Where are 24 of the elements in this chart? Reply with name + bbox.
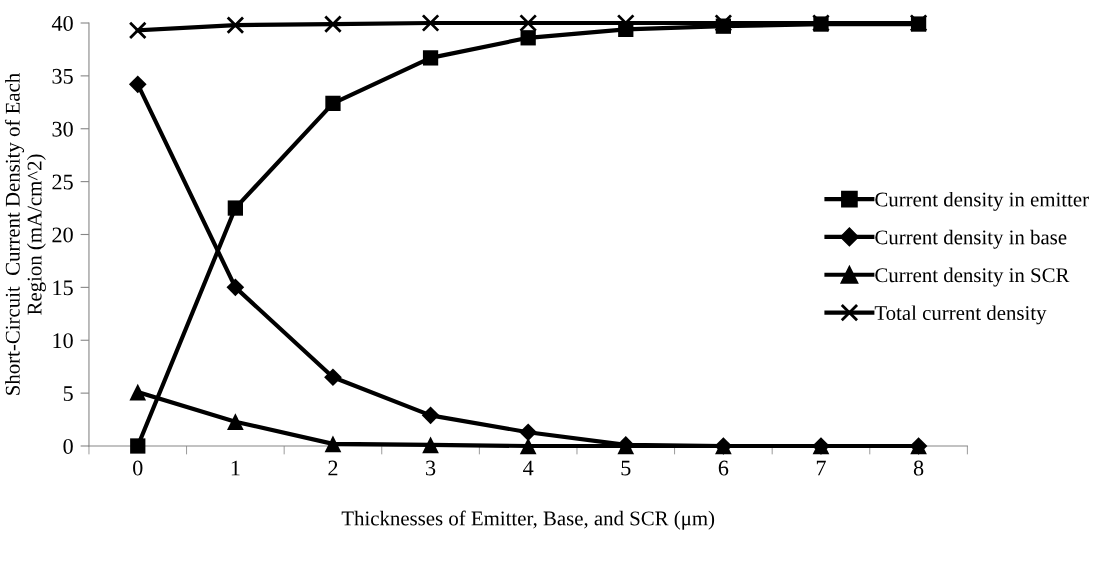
y-tick-label: 15 [53, 280, 73, 296]
x-tick-label: 3 [426, 460, 436, 476]
y-axis-title: Short-Circuit Current Density of Each Region (mA/cm^2) [4, 73, 46, 395]
y-tick-label: 35 [52, 68, 73, 84]
y-tick-label: 25 [52, 174, 73, 190]
legend-label: Current density in emitter [875, 191, 1089, 211]
legend-label: Total current density [874, 305, 1047, 325]
x-tick-label: 4 [523, 460, 534, 476]
x-tick-label: 6 [718, 460, 729, 476]
y-tick-label: 20 [52, 227, 73, 243]
x-tick-label: 1 [231, 460, 240, 476]
y-tick-label: 30 [52, 121, 73, 137]
x-tick-label: 0 [133, 460, 143, 476]
x-tick-label: 2 [328, 460, 338, 476]
legend-label: Current density in base [875, 229, 1067, 249]
y-tick-label: 0 [63, 438, 73, 454]
legend-label: Current density in SCR [875, 267, 1070, 287]
y-tick-label: 10 [53, 333, 73, 349]
x-tick-label: 5 [621, 460, 631, 476]
y-tick-label: 40 [51, 15, 73, 31]
y-tick-label: 5 [63, 386, 73, 402]
x-axis-title: Thicknesses of Emitter, Base, and SCR (μm) [341, 510, 715, 530]
x-tick-label: 7 [816, 460, 826, 476]
x-tick-label: 8 [913, 460, 924, 476]
